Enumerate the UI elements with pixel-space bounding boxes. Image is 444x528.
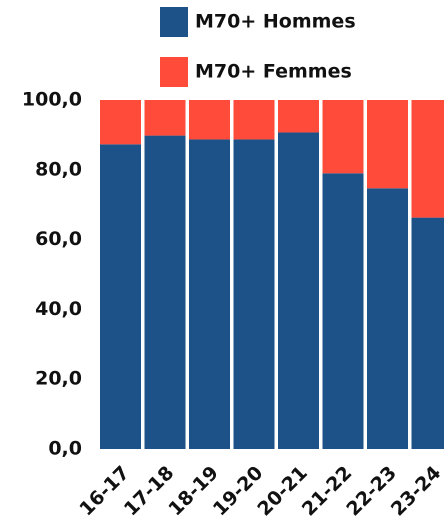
x-tick-label: 16-17 <box>75 462 134 521</box>
bar-segment <box>189 100 230 140</box>
x-tick-label: 17-18 <box>120 462 179 521</box>
y-tick-label: 80,0 <box>35 158 82 180</box>
y-tick-label: 100,0 <box>22 89 82 111</box>
bar-segment <box>233 100 275 140</box>
y-tick-label: 60,0 <box>35 228 82 250</box>
x-tick-label: 19-20 <box>209 462 268 521</box>
x-tick-label: 18-19 <box>164 462 223 521</box>
x-tick-label: 23-24 <box>387 462 444 521</box>
y-tick-label: 20,0 <box>35 368 82 390</box>
bar-segment <box>411 217 444 449</box>
x-tick-label: 21-22 <box>298 462 357 521</box>
bar-segment <box>322 100 364 174</box>
bar-segment <box>411 100 444 218</box>
bar-segment <box>278 132 319 449</box>
legend-swatch <box>160 57 188 87</box>
legend-label: M70+ Femmes <box>195 61 352 83</box>
bar-segment <box>144 135 186 449</box>
x-tick-label: 20-21 <box>253 462 312 521</box>
legend-swatch <box>160 7 188 37</box>
bar-segment <box>100 100 141 145</box>
x-tick-label: 22-23 <box>342 462 401 521</box>
y-tick-label: 0,0 <box>48 438 82 460</box>
bar-segment <box>322 173 364 450</box>
bar-segment <box>367 188 408 449</box>
bar-segment <box>189 139 230 449</box>
bar-segment <box>367 100 408 189</box>
bar-segment <box>233 139 275 449</box>
y-tick-label: 40,0 <box>35 298 82 320</box>
bar-segment <box>144 100 186 136</box>
bar-segment <box>100 144 141 449</box>
bar-segment <box>278 100 319 133</box>
legend-label: M70+ Hommes <box>195 11 356 33</box>
